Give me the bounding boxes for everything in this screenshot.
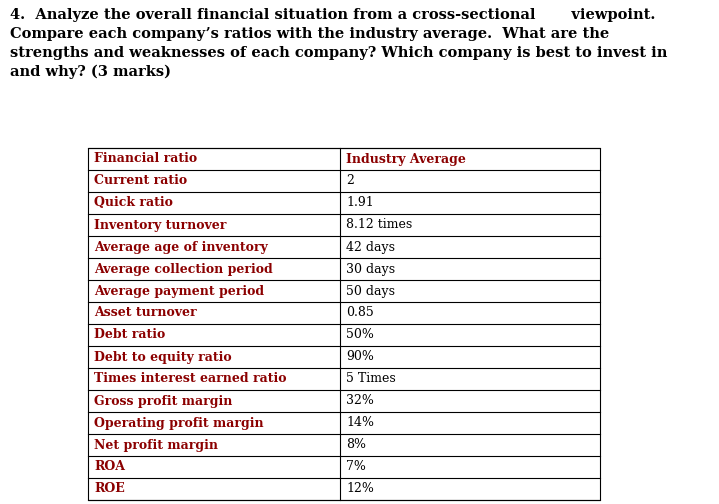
Text: 8%: 8% [346, 438, 366, 452]
Text: Average age of inventory: Average age of inventory [94, 240, 267, 254]
Text: Financial ratio: Financial ratio [94, 153, 197, 165]
Text: 90%: 90% [346, 350, 374, 363]
Text: strengths and weaknesses of each company? Which company is best to invest in: strengths and weaknesses of each company… [10, 46, 667, 60]
Text: 7%: 7% [346, 461, 366, 473]
Text: Gross profit margin: Gross profit margin [94, 395, 232, 408]
Text: 4.  Analyze the overall financial situation from a cross-sectional       viewpoi: 4. Analyze the overall financial situati… [10, 8, 656, 22]
Text: 42 days: 42 days [346, 240, 395, 254]
Text: Net profit margin: Net profit margin [94, 438, 218, 452]
Text: 8.12 times: 8.12 times [346, 219, 412, 231]
Text: 0.85: 0.85 [346, 306, 374, 320]
Text: 32%: 32% [346, 395, 374, 408]
Text: Times interest earned ratio: Times interest earned ratio [94, 372, 286, 386]
Text: Industry Average: Industry Average [346, 153, 466, 165]
Text: 14%: 14% [346, 416, 374, 429]
Text: Debt to equity ratio: Debt to equity ratio [94, 350, 232, 363]
Text: 12%: 12% [346, 482, 374, 495]
Text: Operating profit margin: Operating profit margin [94, 416, 264, 429]
Text: Average payment period: Average payment period [94, 284, 264, 297]
Text: ROE: ROE [94, 482, 125, 495]
Text: 5 Times: 5 Times [346, 372, 395, 386]
Text: 50%: 50% [346, 329, 374, 342]
Text: 2: 2 [346, 174, 354, 187]
Text: Debt ratio: Debt ratio [94, 329, 165, 342]
Text: Inventory turnover: Inventory turnover [94, 219, 226, 231]
Text: 30 days: 30 days [346, 263, 395, 276]
Text: 1.91: 1.91 [346, 197, 374, 210]
Text: 50 days: 50 days [346, 284, 395, 297]
Text: Compare each company’s ratios with the industry average.  What are the: Compare each company’s ratios with the i… [10, 27, 609, 41]
Text: ROA: ROA [94, 461, 125, 473]
Text: Asset turnover: Asset turnover [94, 306, 196, 320]
Text: and why? (3 marks): and why? (3 marks) [10, 65, 171, 80]
Text: Average collection period: Average collection period [94, 263, 273, 276]
Text: Current ratio: Current ratio [94, 174, 187, 187]
Text: Quick ratio: Quick ratio [94, 197, 173, 210]
